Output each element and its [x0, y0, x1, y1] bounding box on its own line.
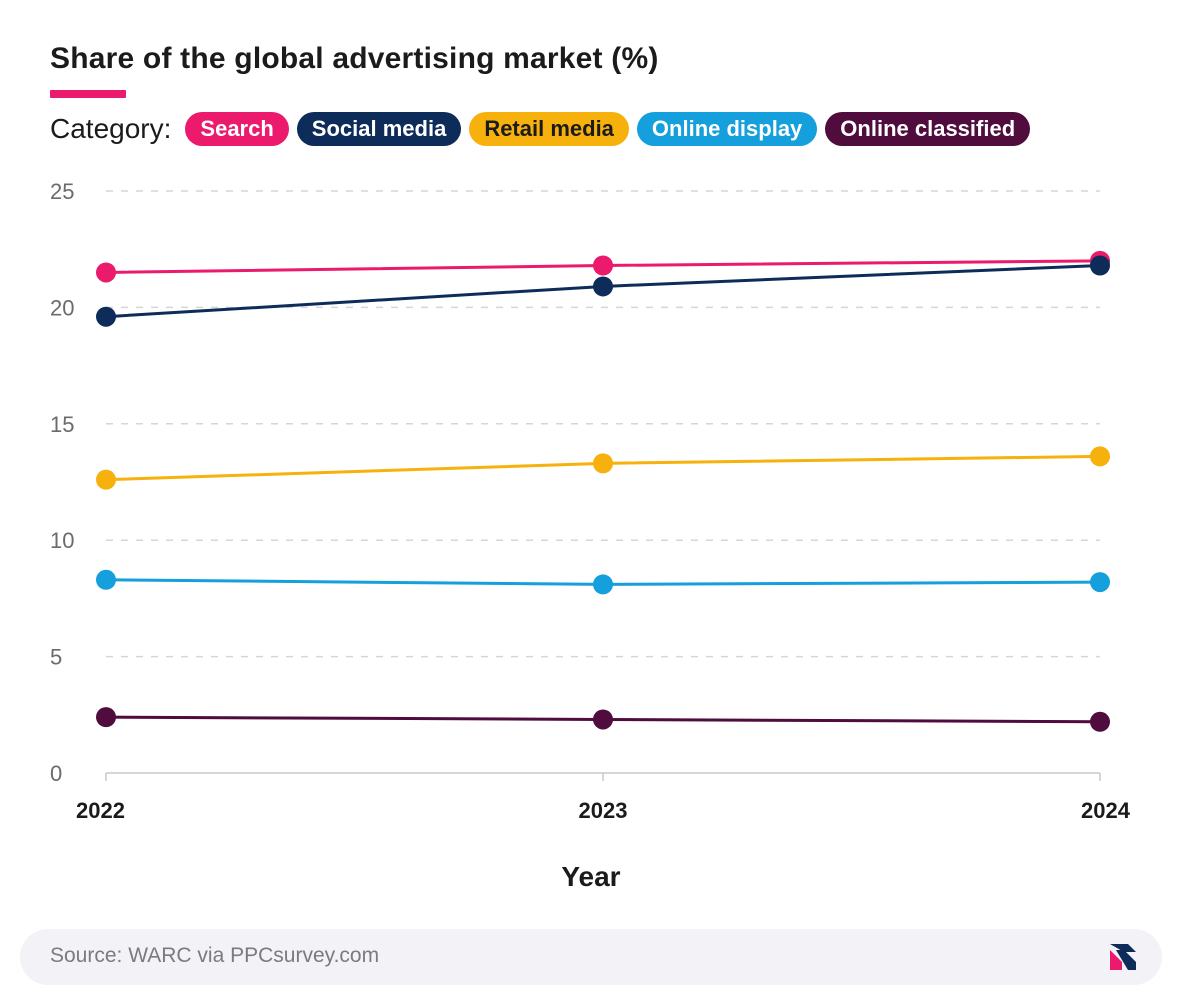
x-axis-title: Year [561, 861, 620, 892]
data-point-retail-media [96, 469, 116, 490]
data-point-online-classified [593, 709, 613, 730]
legend-label: Category: [50, 113, 172, 144]
line-chart: 0 5 10 15 20 25 2022 2023 2024 Year [50, 179, 1131, 892]
data-point-online-display [593, 574, 613, 595]
legend-item-online-classified[interactable]: Online classified [825, 112, 1031, 146]
data-point-retail-media [1090, 446, 1110, 467]
legend-item-retail-media[interactable]: Retail media [469, 112, 629, 146]
y-tick-label: 15 [50, 412, 74, 437]
data-point-online-display [1090, 572, 1110, 593]
title-underline [50, 90, 126, 98]
data-point-social-media [593, 276, 613, 297]
legend-item-social-media[interactable]: Social media [296, 112, 462, 146]
data-point-social-media [1090, 255, 1110, 276]
data-point-search [96, 262, 116, 283]
legend-item-online-display[interactable]: Online display [636, 112, 818, 146]
data-point-social-media [96, 306, 116, 327]
source-text: Source: WARC via PPCsurvey.com [50, 944, 380, 967]
y-tick-label: 20 [50, 295, 74, 320]
legend: Category: Search Social media Retail med… [50, 112, 1031, 146]
data-point-search [593, 255, 613, 276]
y-tick-label: 25 [50, 179, 74, 204]
data-point-online-classified [96, 707, 116, 728]
chart-title: Share of the global advertising market (… [50, 42, 659, 75]
y-tick-label: 0 [50, 761, 62, 786]
ppcsurvey-logo-icon [1110, 944, 1136, 970]
data-point-retail-media [593, 453, 613, 474]
x-tick-label: 2023 [579, 798, 628, 823]
data-point-online-display [96, 569, 116, 590]
y-tick-label: 5 [50, 645, 62, 670]
x-tick-label: 2024 [1081, 798, 1131, 823]
y-tick-label: 10 [50, 528, 74, 553]
x-tick-label: 2022 [76, 798, 125, 823]
data-point-online-classified [1090, 711, 1110, 732]
legend-item-search[interactable]: Search [185, 112, 289, 146]
footer: Source: WARC via PPCsurvey.com [20, 929, 1162, 985]
